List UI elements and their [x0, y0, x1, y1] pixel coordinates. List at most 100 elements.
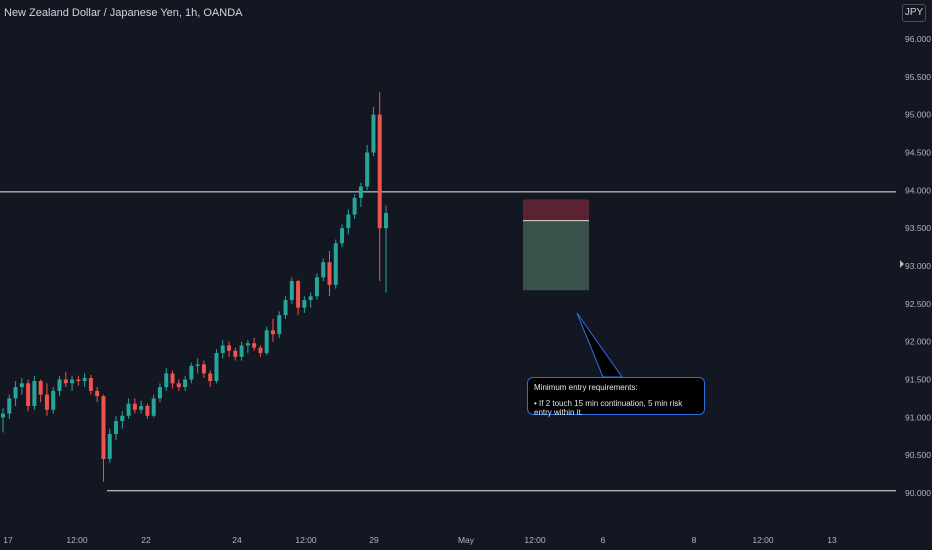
candle-body — [95, 390, 100, 397]
candle — [227, 341, 232, 357]
candle-body — [371, 114, 376, 153]
candle-body — [164, 373, 169, 388]
stop-zone[interactable] — [523, 199, 589, 221]
candle-body — [352, 197, 357, 215]
candle-body — [283, 300, 288, 316]
candle-body — [57, 379, 62, 391]
candle-body — [114, 421, 119, 434]
candle — [183, 375, 188, 391]
candle — [157, 383, 162, 403]
candle-body — [346, 214, 351, 229]
candle-body — [176, 383, 181, 388]
candle — [296, 279, 301, 316]
currency-badge[interactable]: JPY — [902, 4, 926, 22]
candle — [145, 403, 150, 419]
candle-body — [239, 345, 244, 357]
candle — [170, 370, 175, 389]
candle-body — [132, 403, 137, 410]
candle-body — [151, 398, 156, 416]
candle — [327, 250, 332, 297]
candle-body — [258, 347, 263, 354]
candle — [7, 394, 12, 419]
projection-path[interactable] — [576, 83, 932, 378]
candle-body — [26, 383, 31, 406]
candle-body — [314, 277, 319, 297]
candle-body — [321, 262, 326, 278]
candle-body — [377, 114, 382, 229]
candle — [176, 379, 181, 391]
candle-body — [126, 403, 131, 416]
candle — [314, 273, 319, 301]
candle-body — [195, 364, 200, 366]
candle — [258, 345, 263, 357]
candle-body — [214, 353, 219, 382]
candle-body — [120, 415, 125, 422]
callout-title: Minimum entry requirements: — [534, 383, 638, 392]
candle-body — [289, 281, 294, 301]
horizontal-levels — [0, 191, 896, 492]
x-tick-label: 13 — [827, 535, 837, 545]
candle — [57, 375, 62, 397]
symbol-title: New Zealand Dollar / Japanese Yen, 1h, O… — [4, 7, 243, 19]
candle — [164, 368, 169, 391]
candle — [308, 292, 313, 308]
candle-body — [88, 377, 93, 391]
annotation-callout[interactable]: Minimum entry requirements: If 2 touch 1… — [527, 377, 705, 417]
candle-body — [277, 315, 282, 335]
callout-pointer — [576, 312, 623, 378]
price-scale-marker-icon — [900, 260, 904, 268]
candle-body — [13, 387, 18, 399]
candle — [371, 107, 376, 157]
position-box[interactable] — [523, 199, 589, 291]
y-tick-label: 95.000 — [905, 110, 931, 120]
y-tick-label: 94.000 — [905, 185, 931, 195]
candle — [245, 340, 250, 354]
y-tick-label: 95.500 — [905, 72, 931, 82]
candle — [321, 258, 326, 282]
candle-body — [76, 379, 81, 382]
candle — [151, 394, 156, 418]
candle-body — [384, 213, 388, 229]
x-tick-label: 29 — [369, 535, 379, 545]
candle — [352, 194, 357, 220]
candle-body — [70, 379, 75, 384]
candle — [220, 340, 225, 359]
candle-body — [139, 405, 144, 410]
candle-body — [51, 390, 56, 410]
y-tick-label: 91.000 — [905, 412, 931, 422]
candle — [126, 398, 131, 419]
candle — [107, 428, 112, 463]
candle-body — [170, 373, 175, 384]
candle-body — [38, 381, 43, 395]
candle-body — [358, 186, 363, 198]
candle — [132, 398, 137, 414]
x-tick-label: 12:00 — [66, 535, 88, 545]
candle-body — [233, 350, 238, 357]
y-tick-label: 94.500 — [905, 148, 931, 158]
x-tick-label: 6 — [601, 535, 606, 545]
candle-body — [270, 330, 275, 335]
candle — [26, 379, 31, 412]
candle — [377, 91, 382, 282]
candle-body — [145, 405, 150, 416]
candle — [114, 415, 119, 441]
candle — [201, 360, 206, 378]
candle — [277, 311, 282, 338]
candle — [63, 371, 68, 388]
candle — [189, 362, 194, 384]
candle — [239, 341, 244, 361]
candle — [82, 373, 87, 388]
y-tick-label: 90.500 — [905, 450, 931, 460]
candle — [208, 370, 213, 388]
y-tick-label: 93.000 — [905, 261, 931, 271]
candle-body — [208, 373, 213, 382]
x-tick-label: 22 — [141, 535, 151, 545]
candle — [88, 374, 93, 395]
candle — [270, 318, 275, 342]
candle-body — [340, 228, 345, 244]
target-zone[interactable] — [523, 220, 589, 291]
candle-body — [245, 343, 250, 346]
candle — [76, 375, 81, 386]
